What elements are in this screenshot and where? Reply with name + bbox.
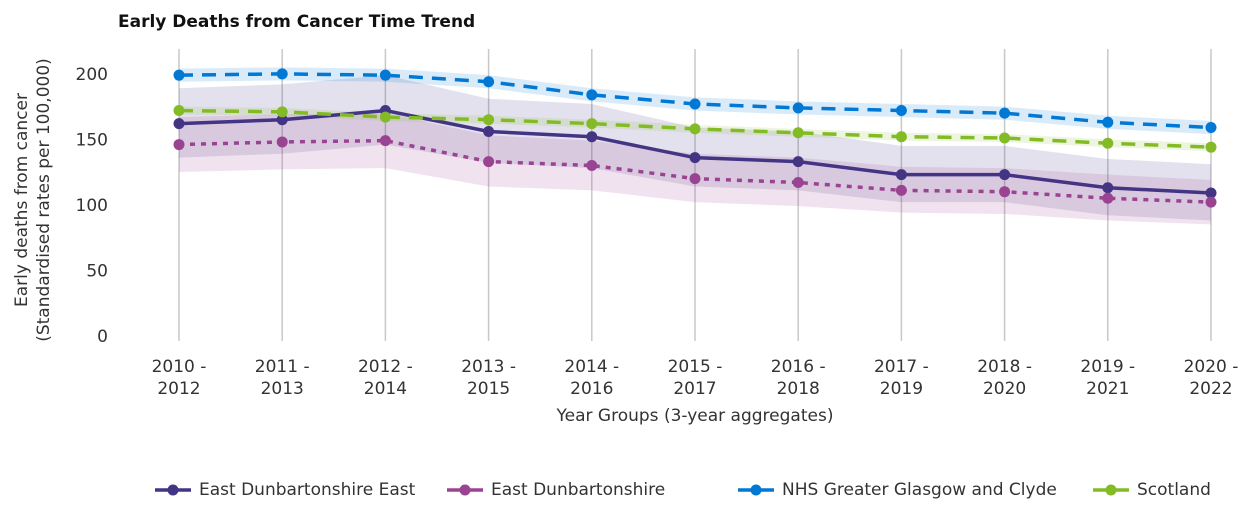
data-point	[1205, 122, 1217, 134]
legend-marker	[459, 484, 471, 496]
data-point	[1205, 187, 1217, 199]
data-point	[895, 131, 907, 143]
legend-marker	[167, 484, 179, 496]
y-axis-label: (Standardised rates per 100,000)	[34, 58, 54, 342]
x-tick-label-line: 2010 -	[152, 357, 207, 377]
x-axis-label: Year Groups (3-year aggregates)	[556, 406, 834, 426]
legend-label: East Dunbartonshire East	[199, 480, 416, 500]
x-tick-label-line: 2012	[157, 379, 200, 399]
x-tick-label-line: 2013	[261, 379, 304, 399]
data-point	[792, 156, 804, 168]
x-tick-label-line: 2015 -	[668, 357, 723, 377]
data-point	[895, 105, 907, 117]
x-tick-label-line: 2019	[880, 379, 923, 399]
confidence-band	[179, 75, 1211, 221]
x-tick-label: 2012 -2014	[358, 357, 413, 399]
data-point	[173, 69, 185, 81]
y-tick-label: 200	[76, 65, 108, 85]
data-point	[379, 111, 391, 123]
data-point	[1205, 196, 1217, 208]
data-point	[276, 136, 288, 148]
x-tick-label: 2018 -2020	[977, 357, 1032, 399]
x-tick-label-line: 2014	[364, 379, 407, 399]
x-tick-label-line: 2020 -	[1184, 357, 1239, 377]
data-point	[689, 173, 701, 185]
legend-marker	[1105, 484, 1117, 496]
data-point	[1205, 141, 1217, 153]
data-point	[276, 68, 288, 80]
data-point	[792, 102, 804, 114]
data-point	[689, 123, 701, 135]
x-tick-label: 2015 -2017	[668, 357, 723, 399]
data-point	[586, 118, 598, 130]
data-point	[895, 184, 907, 196]
data-point	[276, 114, 288, 126]
data-point	[173, 139, 185, 151]
data-point	[792, 177, 804, 189]
data-point	[586, 89, 598, 101]
data-point	[483, 114, 495, 126]
data-point	[999, 107, 1011, 119]
data-point	[173, 105, 185, 117]
x-tick-label: 2019 -2021	[1080, 357, 1135, 399]
x-tick-label: 2014 -2016	[564, 357, 619, 399]
data-point	[586, 131, 598, 143]
x-tick-label: 2020 -2022	[1184, 357, 1239, 399]
x-tick-label-line: 2016	[570, 379, 613, 399]
x-tick-label-line: 2015	[467, 379, 510, 399]
x-tick-label-line: 2011 -	[255, 357, 310, 377]
data-point	[1102, 182, 1114, 194]
x-tick-label-line: 2019 -	[1080, 357, 1135, 377]
data-point	[689, 152, 701, 164]
data-point	[379, 69, 391, 81]
x-tick-label-line: 2021	[1086, 379, 1129, 399]
x-tick-label: 2016 -2018	[771, 357, 826, 399]
x-tick-label-line: 2012 -	[358, 357, 413, 377]
data-point	[1102, 116, 1114, 128]
y-tick-label: 150	[76, 131, 108, 151]
x-tick-label-line: 2016 -	[771, 357, 826, 377]
x-tick-label-line: 2017	[673, 379, 716, 399]
y-tick-label: 100	[76, 196, 108, 216]
y-axis-label: Early deaths from cancer	[12, 93, 32, 307]
y-tick-label: 50	[86, 262, 108, 282]
x-tick-label-line: 2017 -	[874, 357, 929, 377]
data-point	[895, 169, 907, 181]
data-point	[173, 118, 185, 130]
chart-title: Early Deaths from Cancer Time Trend	[118, 12, 475, 32]
data-point	[379, 135, 391, 147]
x-tick-label-line: 2020	[983, 379, 1026, 399]
x-tick-label: 2013 -2015	[461, 357, 516, 399]
confidence-band	[179, 113, 1211, 225]
legend-label: NHS Greater Glasgow and Clyde	[782, 480, 1057, 500]
data-point	[483, 76, 495, 88]
data-point	[1102, 137, 1114, 149]
x-tick-label-line: 2018 -	[977, 357, 1032, 377]
x-tick-label-line: 2013 -	[461, 357, 516, 377]
data-point	[999, 186, 1011, 198]
data-point	[792, 127, 804, 139]
x-tick-label: 2010 -2012	[152, 357, 207, 399]
x-tick-label: 2017 -2019	[874, 357, 929, 399]
y-tick-label: 0	[97, 327, 108, 347]
data-point	[999, 132, 1011, 144]
x-tick-label: 2011 -2013	[255, 357, 310, 399]
data-point	[483, 125, 495, 137]
x-tick-label-line: 2018	[777, 379, 820, 399]
x-tick-label-line: 2014 -	[564, 357, 619, 377]
data-point	[586, 160, 598, 172]
data-point	[276, 106, 288, 118]
data-point	[999, 169, 1011, 181]
legend-marker	[750, 484, 762, 496]
x-tick-label-line: 2022	[1189, 379, 1232, 399]
data-point	[483, 156, 495, 168]
data-point	[689, 98, 701, 110]
legend-label: Scotland	[1137, 480, 1211, 500]
legend-label: East Dunbartonshire	[491, 480, 665, 500]
data-point	[1102, 192, 1114, 204]
